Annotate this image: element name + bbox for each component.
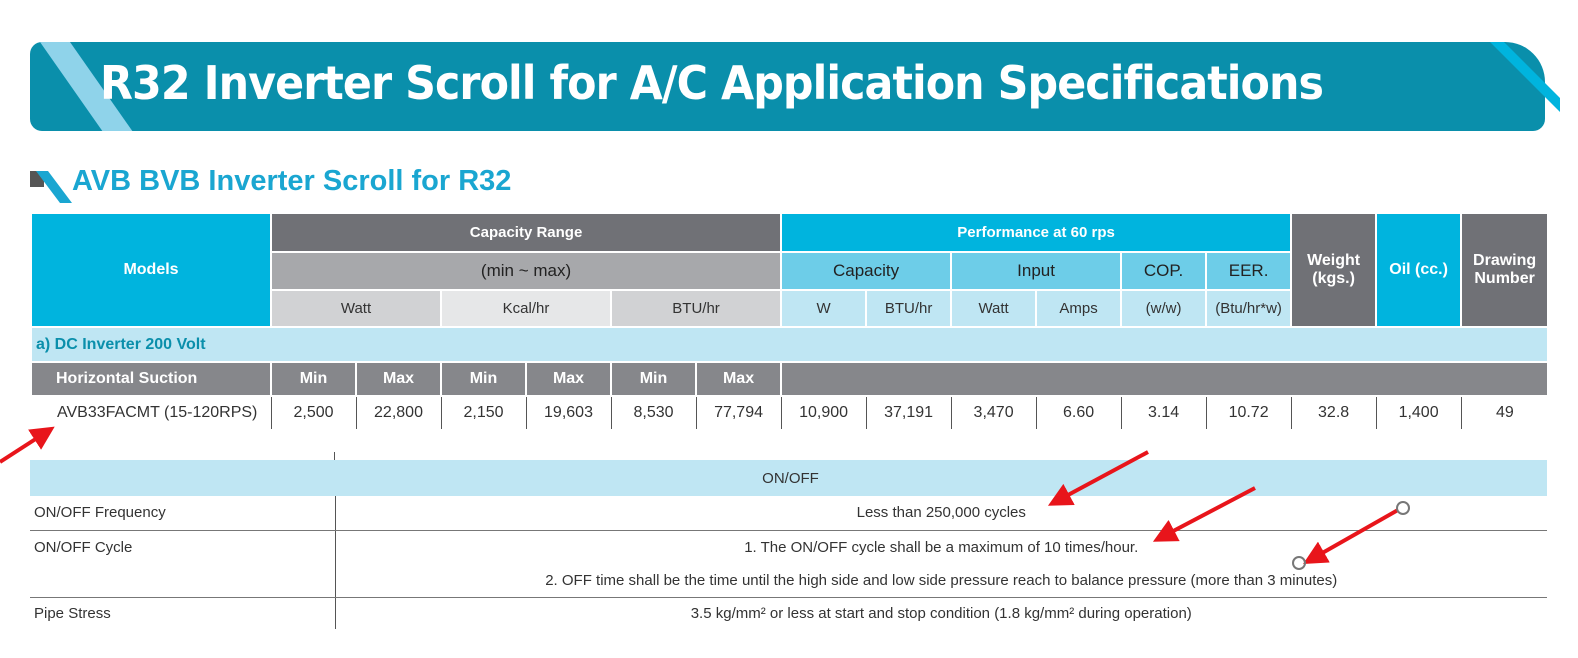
red-arrow-icon: [1152, 486, 1256, 542]
pipe-value: 3.5 kg/mm² or less at start and stop con…: [690, 604, 1192, 622]
cycle-label: ON/OFF Cycle: [30, 530, 336, 598]
subheader-max: Max: [355, 361, 442, 397]
subheader-max: Max: [694, 361, 783, 397]
spec-table: Models Capacity Range Performance at 60 …: [29, 212, 1550, 429]
header-drawing: Drawing Number: [1460, 212, 1550, 328]
cell: 3,470: [951, 396, 1037, 429]
section-title: AVB BVB Inverter Scroll for R32: [72, 165, 512, 197]
header-watt: Watt: [270, 289, 442, 328]
freq-value: Less than 250,000 cycles: [335, 496, 1547, 531]
cell: 6.60: [1036, 396, 1122, 429]
header-cop: COP.: [1120, 251, 1208, 291]
header-eer: EER.: [1205, 251, 1293, 291]
cell: 22,800: [356, 396, 442, 429]
heading-marker-icon: [30, 171, 72, 203]
header-w: W: [780, 289, 868, 328]
subheader-min: Min: [440, 361, 527, 397]
onoff-section: ON/OFF: [30, 460, 1547, 496]
section-row: a) DC Inverter 200 Volt: [29, 326, 1550, 363]
red-arrow-icon: [1047, 450, 1149, 506]
subheader-label: Horizontal Suction: [30, 361, 272, 397]
subheader-min: Min: [270, 361, 357, 397]
header-performance: Performance at 60 rps: [780, 212, 1293, 253]
subheader-blank: [780, 361, 1550, 397]
cell: 2,150: [441, 396, 527, 429]
title-banner: R32 Inverter Scroll for A/C Application …: [30, 42, 1545, 131]
cell: 10,900: [781, 396, 867, 429]
header-amps: Amps: [1035, 289, 1123, 328]
cell: 19,603: [526, 396, 612, 429]
cell: 32.8: [1291, 396, 1377, 429]
cell: 77,794: [696, 396, 782, 429]
circle-marker-icon: [1292, 556, 1306, 570]
header-models: Models: [30, 212, 272, 328]
freq-label: ON/OFF Frequency: [30, 496, 336, 531]
cell: 10.72: [1206, 396, 1292, 429]
cell: 3.14: [1121, 396, 1207, 429]
cell: 1,400: [1376, 396, 1462, 429]
subheader-max: Max: [525, 361, 612, 397]
section-heading: AVB BVB Inverter Scroll for R32: [30, 165, 511, 208]
onoff-table: ON/OFF ON/OFF Frequency Less than 250,000…: [30, 460, 1547, 629]
header-btu-hr: BTU/hr: [865, 289, 953, 328]
table-row: AVB33FACMT (15-120RPS) 2,500 22,800 2,15…: [31, 396, 1548, 429]
page-title: R32 Inverter Scroll for A/C Application …: [100, 56, 1324, 110]
header-cop-unit: (w/w): [1120, 289, 1208, 328]
model-cell: AVB33FACMT (15-120RPS): [31, 396, 272, 429]
banner-corner-decoration: [1490, 42, 1560, 112]
header-kcal: Kcal/hr: [440, 289, 612, 328]
red-arrow-icon: [0, 426, 55, 464]
header-capacity-range: Capacity Range: [269, 212, 783, 253]
header-btu: BTU/hr: [609, 289, 783, 328]
header-capacity: Capacity: [780, 251, 953, 291]
circle-marker-icon: [1396, 501, 1410, 515]
header-input-watt: Watt: [950, 289, 1038, 328]
cycle-line-1: 1. The ON/OFF cycle shall be a maximum o…: [744, 538, 1139, 556]
cell: 37,191: [866, 396, 952, 429]
header-oil: Oil (cc.): [1375, 212, 1463, 328]
cell: 2,500: [271, 396, 357, 429]
pipe-label: Pipe Stress: [30, 597, 336, 629]
header-input: Input: [950, 251, 1123, 291]
cell: 49: [1495, 404, 1514, 421]
divider: [334, 452, 335, 462]
header-weight: Weight (kgs.): [1290, 212, 1378, 328]
subheader-min: Min: [610, 361, 697, 397]
red-arrow-icon: [1303, 508, 1399, 564]
cell: 8,530: [611, 396, 697, 429]
header-min-max: (min ~ max): [269, 251, 783, 291]
cycle-line-2: 2. OFF time shall be the time until the …: [545, 571, 1338, 589]
header-eer-unit: (Btu/hr*w): [1205, 289, 1293, 328]
